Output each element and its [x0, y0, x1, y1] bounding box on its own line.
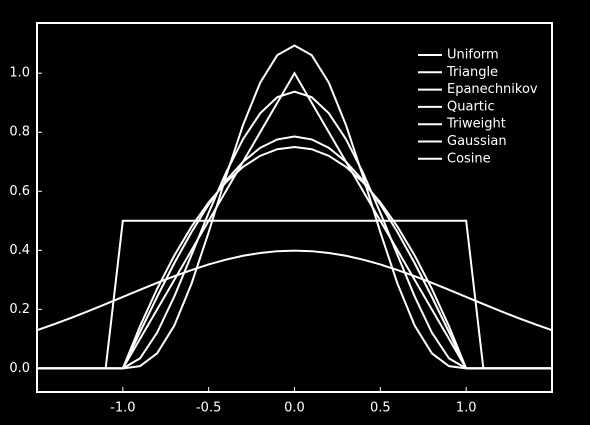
legend-label: Cosine	[447, 151, 491, 166]
legend-label: Gaussian	[447, 134, 507, 149]
legend-label: Triangle	[446, 65, 498, 80]
legend-label: Triweight	[446, 117, 506, 132]
line-series	[37, 219, 552, 370]
legend-label: Uniform	[447, 48, 499, 63]
y-tick-label: 0.0	[9, 361, 30, 376]
plot-frame	[36, 22, 553, 393]
y-tick-label: 0.4	[9, 243, 30, 258]
y-tick-label: 0.8	[9, 125, 30, 140]
x-tick-label: -1.0	[110, 401, 135, 416]
legend-label: Epanechnikov	[447, 82, 538, 97]
y-tick-label: 0.2	[9, 302, 30, 317]
x-tick-label: 1.0	[456, 401, 477, 416]
line-series	[37, 135, 552, 370]
y-tick-label: 1.0	[9, 66, 30, 81]
x-tick-label: 0.5	[370, 401, 391, 416]
line-series	[37, 145, 552, 370]
legend-label: Quartic	[447, 99, 495, 114]
line-series	[36, 249, 553, 332]
x-tick-label: 0.0	[284, 401, 305, 416]
y-tick-label: 0.6	[9, 184, 30, 199]
x-tick-label: -0.5	[196, 401, 221, 416]
